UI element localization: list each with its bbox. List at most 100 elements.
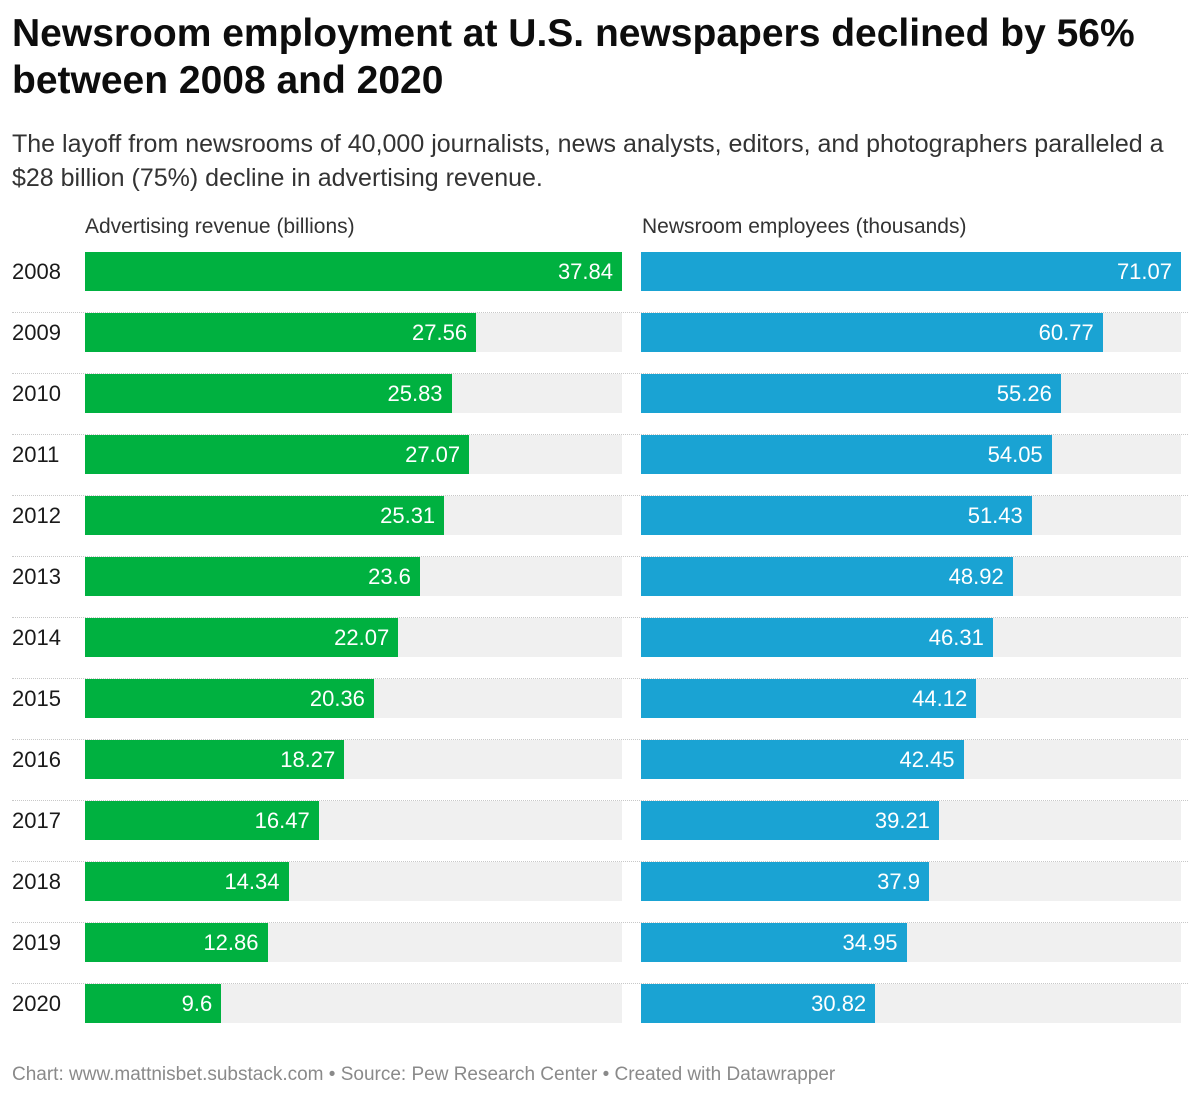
advertising-revenue-value-label: 22.07 [334,618,389,657]
newsroom-employees-bar: 30.82 [641,984,875,1023]
advertising-revenue-value-label: 25.83 [387,374,442,413]
newsroom-employees-value-label: 71.07 [1117,252,1172,291]
advertising-revenue-value-label: 18.27 [280,740,335,779]
chart-row: 2014 22.07 46.31 [0,618,1200,679]
advertising-revenue-bar: 37.84 [85,252,622,291]
advertising-revenue-track: 18.27 [85,740,622,779]
newsroom-employees-value-label: 60.77 [1039,313,1094,352]
chart-row: 2015 20.36 44.12 [0,679,1200,740]
chart-row: 2010 25.83 55.26 [0,374,1200,435]
advertising-revenue-bar: 27.56 [85,313,476,352]
newsroom-employees-value-label: 37.9 [877,862,920,901]
chart-row: 2018 14.34 37.9 [0,862,1200,923]
newsroom-employees-value-label: 39.21 [875,801,930,840]
year-label: 2014 [12,618,61,657]
advertising-revenue-track: 25.83 [85,374,622,413]
newsroom-employees-track: 34.95 [641,923,1181,962]
bar-chart: 2008 37.84 71.07 2009 27.56 60.77 2010 25.83 55.… [0,0,1200,1098]
advertising-revenue-track: 16.47 [85,801,622,840]
newsroom-employees-value-label: 54.05 [988,435,1043,474]
advertising-revenue-value-label: 20.36 [310,679,365,718]
year-label: 2010 [12,374,61,413]
newsroom-employees-bar: 42.45 [641,740,964,779]
newsroom-employees-value-label: 34.95 [842,923,897,962]
newsroom-employees-track: 71.07 [641,252,1181,291]
year-label: 2018 [12,862,61,901]
newsroom-employees-track: 54.05 [641,435,1181,474]
newsroom-employees-value-label: 51.43 [968,496,1023,535]
newsroom-employees-value-label: 30.82 [811,984,866,1023]
newsroom-employees-bar: 60.77 [641,313,1103,352]
advertising-revenue-value-label: 16.47 [255,801,310,840]
chart-row: 2017 16.47 39.21 [0,801,1200,862]
newsroom-employees-track: 37.9 [641,862,1181,901]
newsroom-employees-track: 51.43 [641,496,1181,535]
advertising-revenue-value-label: 27.56 [412,313,467,352]
advertising-revenue-track: 9.6 [85,984,622,1023]
year-label: 2017 [12,801,61,840]
newsroom-employees-bar: 51.43 [641,496,1032,535]
advertising-revenue-bar: 18.27 [85,740,344,779]
advertising-revenue-value-label: 27.07 [405,435,460,474]
advertising-revenue-track: 22.07 [85,618,622,657]
year-label: 2020 [12,984,61,1023]
newsroom-employees-track: 48.92 [641,557,1181,596]
advertising-revenue-bar: 12.86 [85,923,268,962]
advertising-revenue-bar: 25.83 [85,374,452,413]
advertising-revenue-track: 20.36 [85,679,622,718]
newsroom-employees-value-label: 46.31 [929,618,984,657]
advertising-revenue-track: 27.07 [85,435,622,474]
newsroom-employees-track: 46.31 [641,618,1181,657]
year-label: 2009 [12,313,61,352]
advertising-revenue-bar: 22.07 [85,618,398,657]
chart-row: 2008 37.84 71.07 [0,252,1200,313]
advertising-revenue-bar: 14.34 [85,862,289,901]
advertising-revenue-track: 14.34 [85,862,622,901]
advertising-revenue-value-label: 25.31 [380,496,435,535]
newsroom-employees-track: 44.12 [641,679,1181,718]
advertising-revenue-track: 23.6 [85,557,622,596]
chart-row: 2019 12.86 34.95 [0,923,1200,984]
newsroom-employees-value-label: 42.45 [899,740,954,779]
advertising-revenue-track: 37.84 [85,252,622,291]
newsroom-employees-bar: 71.07 [641,252,1181,291]
advertising-revenue-value-label: 12.86 [203,923,258,962]
newsroom-employees-bar: 39.21 [641,801,939,840]
advertising-revenue-bar: 16.47 [85,801,319,840]
newsroom-employees-bar: 34.95 [641,923,907,962]
chart-row: 2020 9.6 30.82 [0,984,1200,1045]
newsroom-employees-bar: 37.9 [641,862,929,901]
advertising-revenue-track: 27.56 [85,313,622,352]
year-label: 2011 [12,435,59,474]
year-label: 2008 [12,252,61,291]
newsroom-employees-value-label: 44.12 [912,679,967,718]
newsroom-employees-bar: 44.12 [641,679,976,718]
year-label: 2013 [12,557,61,596]
chart-row: 2012 25.31 51.43 [0,496,1200,557]
newsroom-employees-track: 55.26 [641,374,1181,413]
newsroom-employees-value-label: 48.92 [949,557,1004,596]
year-label: 2016 [12,740,61,779]
newsroom-employees-bar: 46.31 [641,618,993,657]
advertising-revenue-bar: 27.07 [85,435,469,474]
advertising-revenue-track: 25.31 [85,496,622,535]
chart-row: 2013 23.6 48.92 [0,557,1200,618]
newsroom-employees-bar: 55.26 [641,374,1061,413]
year-label: 2015 [12,679,61,718]
newsroom-employees-track: 60.77 [641,313,1181,352]
advertising-revenue-bar: 23.6 [85,557,420,596]
newsroom-employees-value-label: 55.26 [997,374,1052,413]
year-label: 2019 [12,923,61,962]
advertising-revenue-value-label: 14.34 [224,862,279,901]
advertising-revenue-track: 12.86 [85,923,622,962]
chart-row: 2011 27.07 54.05 [0,435,1200,496]
advertising-revenue-value-label: 37.84 [558,252,613,291]
year-label: 2012 [12,496,61,535]
advertising-revenue-bar: 25.31 [85,496,444,535]
newsroom-employees-track: 30.82 [641,984,1181,1023]
advertising-revenue-bar: 9.6 [85,984,221,1023]
newsroom-employees-track: 39.21 [641,801,1181,840]
newsroom-employees-bar: 54.05 [641,435,1052,474]
advertising-revenue-value-label: 9.6 [182,984,213,1023]
chart-row: 2009 27.56 60.77 [0,313,1200,374]
